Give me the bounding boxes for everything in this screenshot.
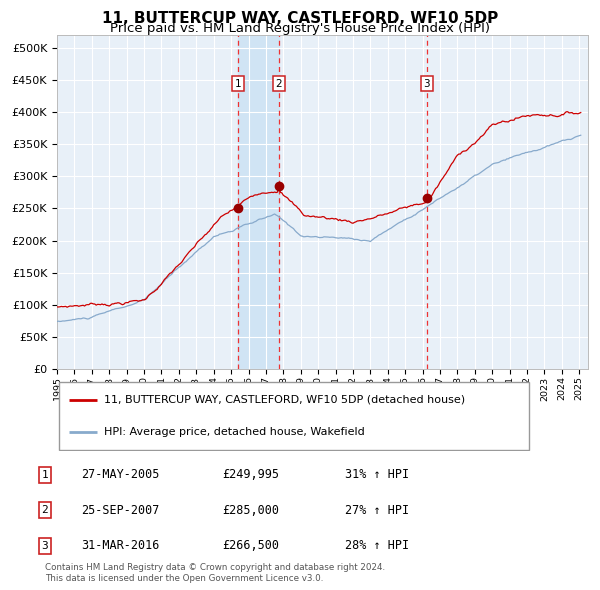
Text: 2: 2 (41, 506, 49, 515)
Text: 25-SEP-2007: 25-SEP-2007 (81, 504, 160, 517)
Text: 1: 1 (41, 470, 49, 480)
Text: 2: 2 (275, 78, 282, 88)
Text: 31% ↑ HPI: 31% ↑ HPI (345, 468, 409, 481)
Text: Price paid vs. HM Land Registry's House Price Index (HPI): Price paid vs. HM Land Registry's House … (110, 22, 490, 35)
Text: HPI: Average price, detached house, Wakefield: HPI: Average price, detached house, Wake… (104, 427, 365, 437)
Text: 31-MAR-2016: 31-MAR-2016 (81, 539, 160, 552)
FancyBboxPatch shape (59, 382, 529, 450)
Bar (238, 35, 278, 369)
Text: This data is licensed under the Open Government Licence v3.0.: This data is licensed under the Open Gov… (45, 574, 323, 583)
Text: 11, BUTTERCUP WAY, CASTLEFORD, WF10 5DP: 11, BUTTERCUP WAY, CASTLEFORD, WF10 5DP (102, 11, 498, 25)
Text: 3: 3 (424, 78, 430, 88)
Text: £285,000: £285,000 (222, 504, 279, 517)
Text: 11, BUTTERCUP WAY, CASTLEFORD, WF10 5DP (detached house): 11, BUTTERCUP WAY, CASTLEFORD, WF10 5DP … (104, 395, 466, 405)
Text: 3: 3 (41, 541, 49, 550)
Text: Contains HM Land Registry data © Crown copyright and database right 2024.: Contains HM Land Registry data © Crown c… (45, 563, 385, 572)
Text: 27% ↑ HPI: 27% ↑ HPI (345, 504, 409, 517)
Text: 1: 1 (235, 78, 241, 88)
Text: £249,995: £249,995 (222, 468, 279, 481)
Text: 27-MAY-2005: 27-MAY-2005 (81, 468, 160, 481)
Text: 28% ↑ HPI: 28% ↑ HPI (345, 539, 409, 552)
Text: £266,500: £266,500 (222, 539, 279, 552)
